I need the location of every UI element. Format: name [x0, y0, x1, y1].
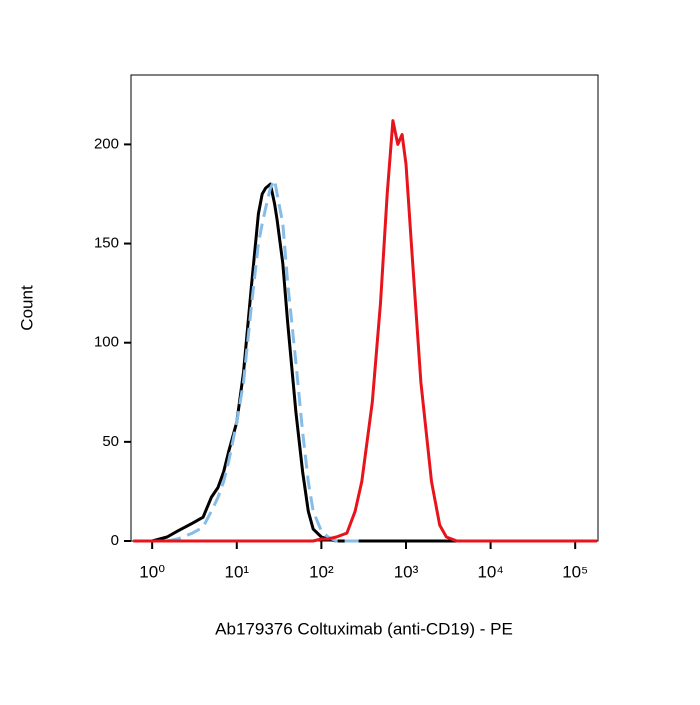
y-tick-label: 0 — [111, 532, 119, 549]
y-tick-label: 50 — [102, 433, 119, 450]
y-tick-label: 150 — [94, 235, 119, 252]
x-tick-label: 10⁰ — [139, 562, 165, 581]
x-axis-label: Ab179376 Coltuximab (anti-CD19) - PE — [215, 619, 513, 638]
y-tick-label: 200 — [94, 135, 119, 152]
y-axis-label: Count — [17, 285, 36, 331]
x-tick-label: 10¹ — [224, 562, 249, 581]
x-tick-label: 10² — [309, 562, 334, 581]
y-tick-label: 100 — [94, 334, 119, 351]
series-line — [133, 119, 597, 543]
series-line — [133, 182, 597, 543]
series-line — [166, 178, 362, 543]
x-tick-label: 10⁴ — [477, 562, 503, 581]
x-tick-label: 10⁵ — [562, 562, 588, 581]
x-tick-label: 10³ — [394, 562, 419, 581]
